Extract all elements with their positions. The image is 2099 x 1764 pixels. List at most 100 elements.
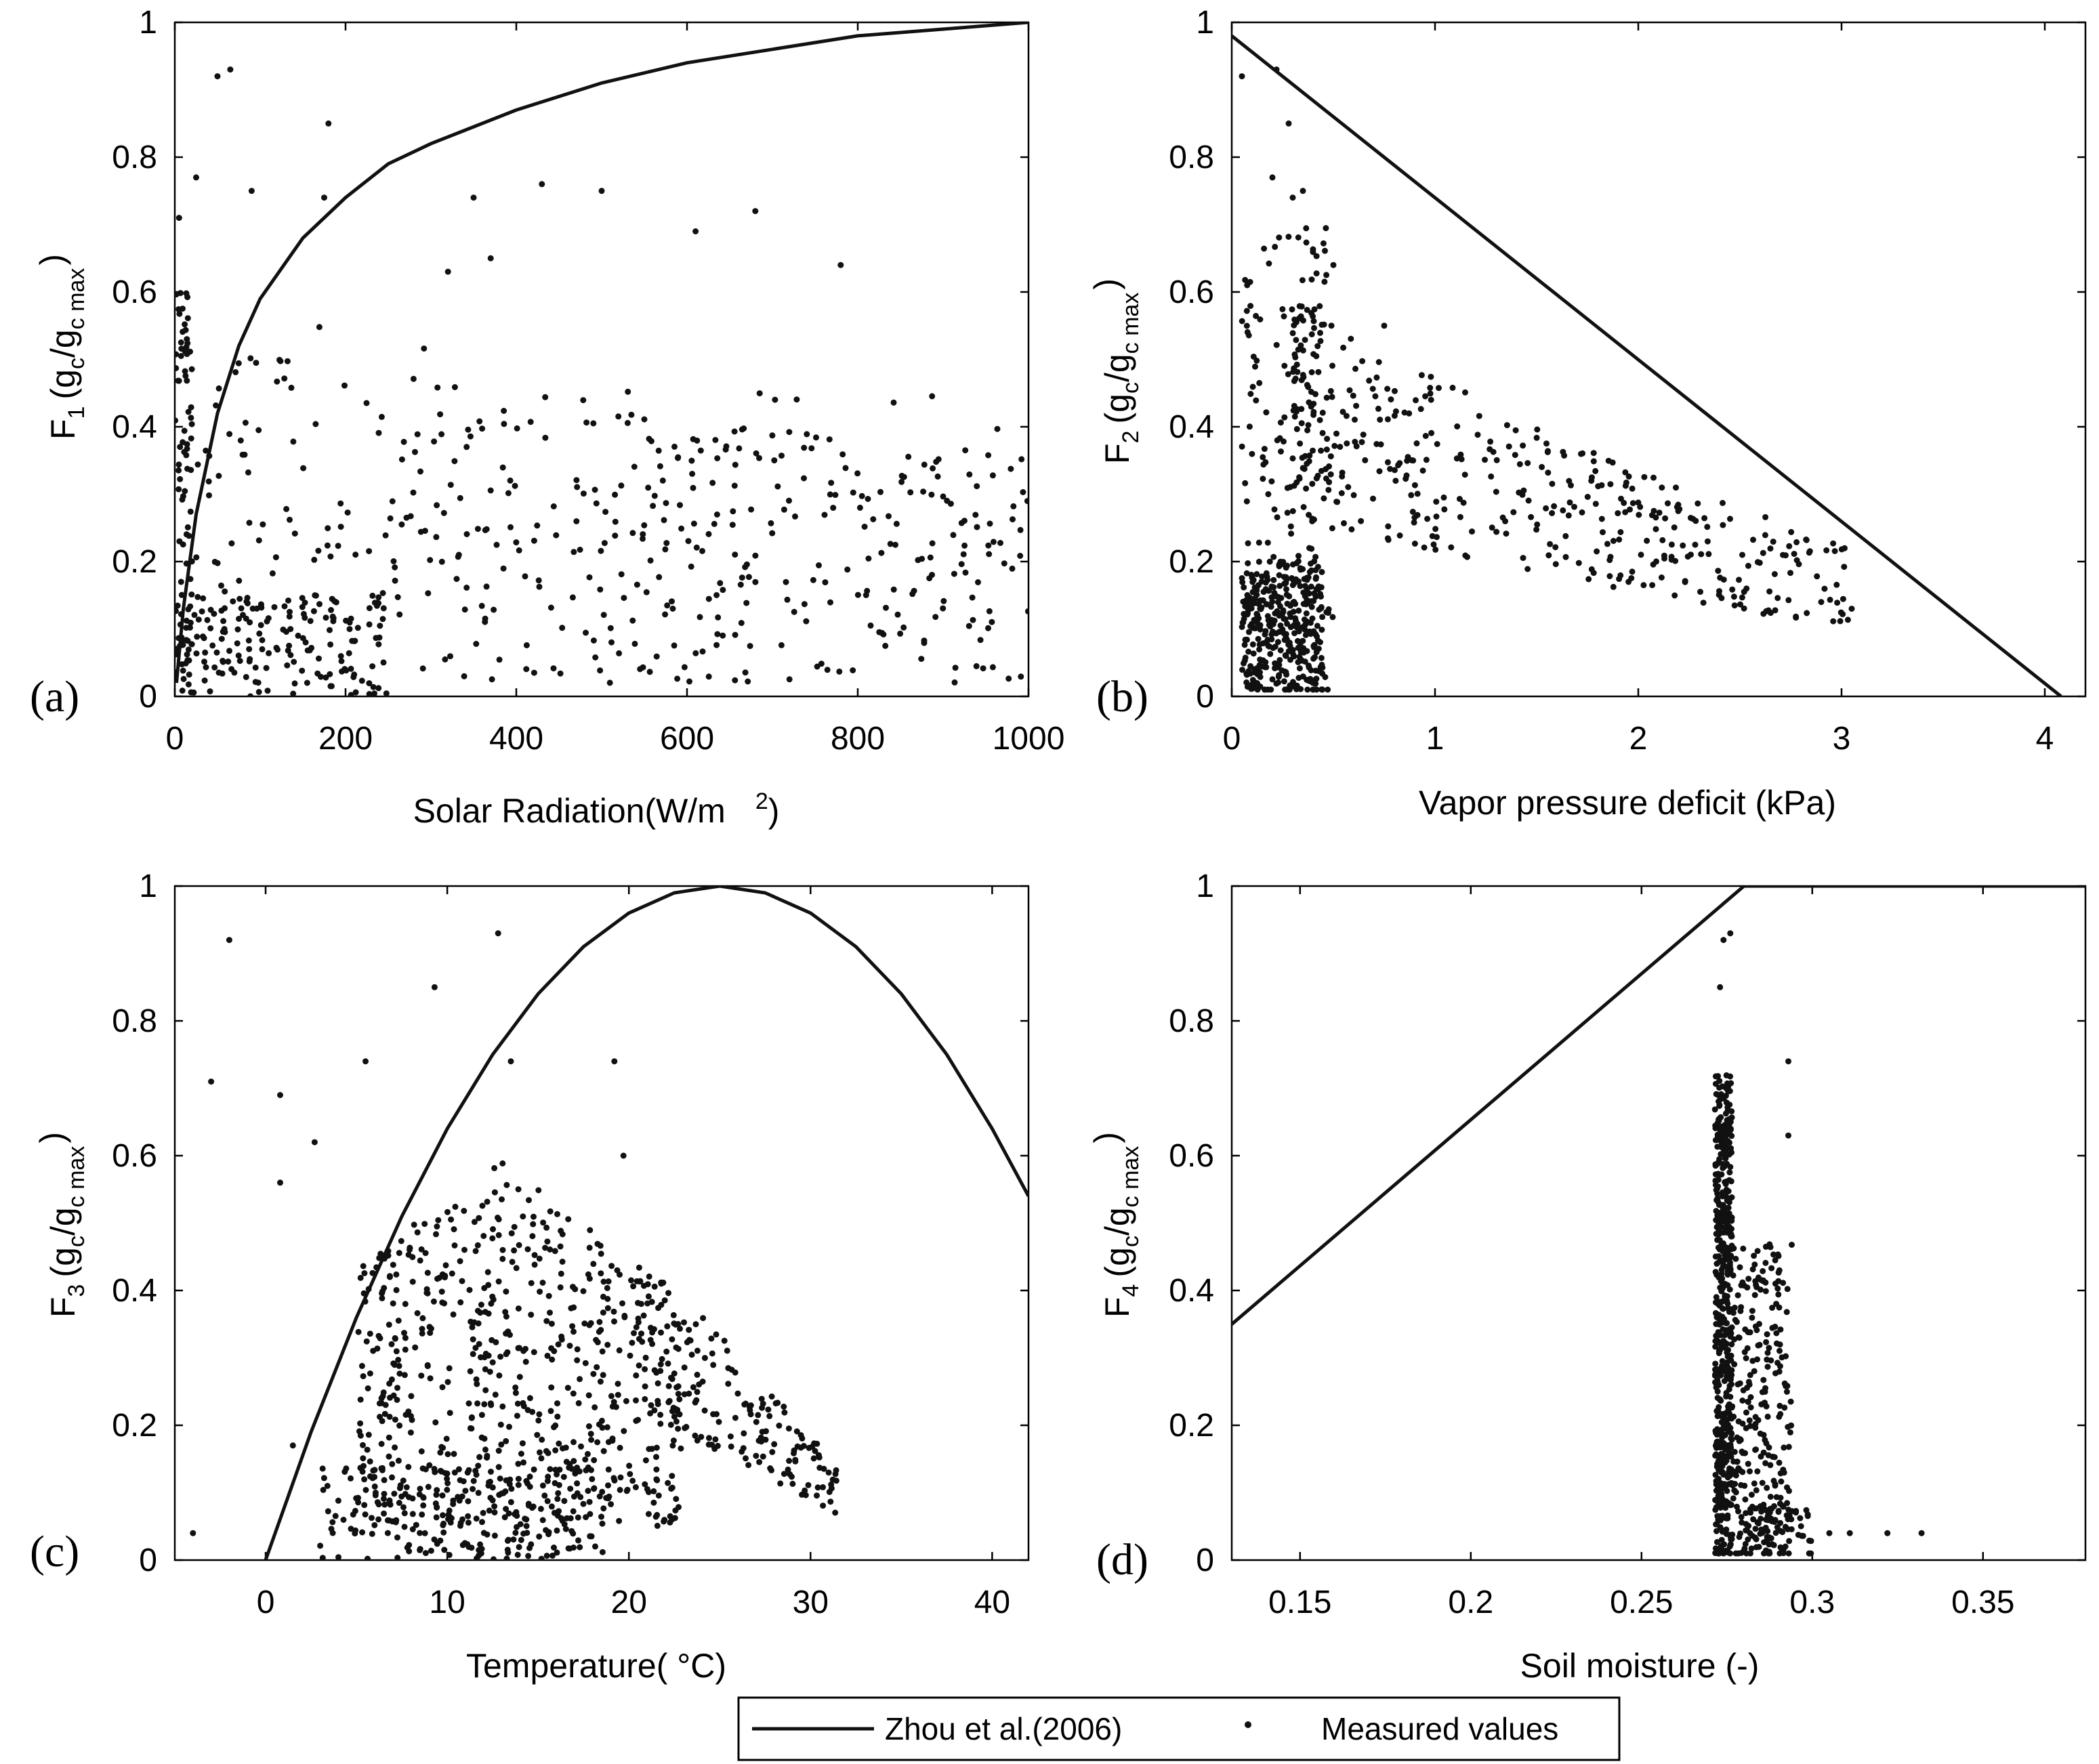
data-point [287, 652, 294, 658]
data-point [522, 573, 528, 580]
data-point [636, 1362, 642, 1369]
data-point [542, 394, 549, 400]
data-point [552, 1467, 559, 1473]
data-point [769, 530, 776, 537]
data-point [1277, 647, 1284, 654]
data-point [1311, 516, 1317, 523]
data-point [1716, 591, 1722, 598]
data-point [1261, 245, 1268, 252]
data-point [1629, 500, 1636, 507]
data-point [526, 1197, 532, 1204]
data-point [531, 537, 537, 544]
data-point [642, 1481, 648, 1488]
data-point [785, 1466, 791, 1473]
data-point [921, 637, 928, 644]
data-point [1727, 1393, 1734, 1400]
data-point [642, 1457, 649, 1464]
data-point [369, 663, 376, 670]
data-point [491, 1556, 497, 1560]
data-point [1721, 1224, 1728, 1231]
data-point [783, 579, 789, 585]
data-point [1755, 1416, 1762, 1423]
data-point [470, 1477, 477, 1484]
data-point [1253, 610, 1260, 617]
data-point [455, 1494, 461, 1500]
data-point [365, 1385, 371, 1391]
data-point [615, 1391, 621, 1398]
data-point [827, 599, 833, 606]
data-point [720, 632, 726, 639]
data-point [1422, 433, 1429, 439]
data-point [362, 1487, 369, 1493]
data-point [1283, 671, 1290, 678]
ylabel-d-f: F [1098, 1297, 1136, 1318]
data-point [1712, 1253, 1719, 1260]
data-point [348, 692, 354, 696]
data-point [194, 593, 201, 600]
data-point [616, 650, 623, 656]
data-point [713, 511, 720, 518]
data-point [578, 1443, 584, 1450]
data-point [1302, 631, 1309, 638]
data-point [1731, 1304, 1738, 1311]
ylabel-b-c: c [1118, 382, 1144, 394]
data-point [522, 1515, 528, 1522]
data-point [1300, 637, 1306, 644]
data-point [363, 1338, 370, 1345]
data-point [1610, 538, 1617, 544]
data-point [387, 1501, 394, 1508]
data-point [295, 632, 302, 639]
data-point [1269, 598, 1276, 605]
data-point [655, 1492, 662, 1499]
data-point [648, 1402, 654, 1408]
data-point [598, 1326, 604, 1333]
data-point [381, 1477, 388, 1484]
data-point [274, 378, 280, 385]
data-point [1263, 409, 1270, 416]
data-point [1261, 446, 1268, 453]
data-point [1270, 576, 1277, 583]
data-point [644, 1281, 651, 1288]
data-point [502, 1309, 509, 1316]
data-point [374, 1345, 381, 1352]
data-point [554, 1549, 560, 1556]
data-point [1727, 930, 1734, 937]
data-point [547, 1208, 554, 1215]
data-point [488, 1402, 495, 1408]
data-point [1716, 1311, 1722, 1318]
data-point [419, 665, 426, 672]
data-point [1327, 471, 1334, 478]
data-point [730, 508, 736, 515]
data-point [1388, 396, 1394, 403]
data-point [1726, 1449, 1732, 1456]
data-point [438, 558, 445, 565]
data-point [1461, 471, 1468, 478]
data-point [1312, 553, 1319, 560]
scatter-series-b [1239, 66, 1855, 693]
data-point [1745, 1461, 1751, 1467]
data-point [1742, 1540, 1749, 1547]
data-point [375, 594, 382, 601]
data-point [708, 1335, 715, 1342]
data-point [439, 1299, 446, 1306]
data-point [1884, 1530, 1891, 1536]
data-point [367, 1473, 373, 1479]
data-point [211, 558, 218, 565]
data-point [475, 1463, 482, 1469]
data-point [1519, 491, 1526, 498]
data-point [600, 1505, 607, 1512]
data-point [689, 471, 696, 477]
data-point [539, 181, 545, 188]
data-point [1759, 1527, 1765, 1534]
data-point [1629, 485, 1636, 492]
data-point [359, 1468, 366, 1475]
data-point [1263, 570, 1270, 576]
data-point [633, 581, 640, 588]
data-point [316, 601, 323, 608]
data-point [572, 1286, 579, 1293]
data-point [757, 1434, 764, 1441]
data-point [506, 1481, 513, 1488]
data-point [694, 1437, 701, 1444]
data-point [434, 1487, 440, 1494]
data-point [970, 616, 976, 623]
